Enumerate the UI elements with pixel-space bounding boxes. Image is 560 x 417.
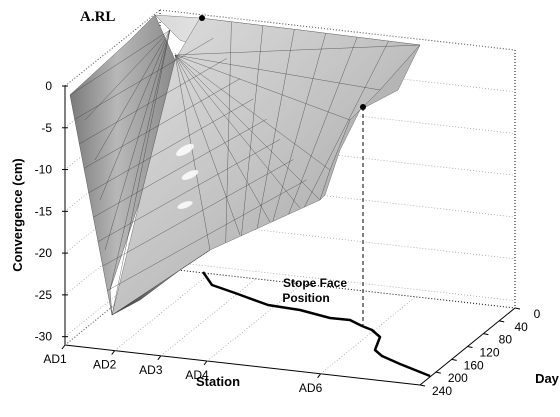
mesh-line — [83, 78, 241, 169]
z-tick-label: -15 — [35, 204, 53, 218]
x-axis-label: Station — [196, 374, 240, 389]
mesh-line — [174, 54, 211, 251]
mesh-line — [174, 54, 271, 223]
station-gridline — [320, 296, 416, 375]
mesh-line — [111, 29, 171, 316]
mesh-line — [272, 33, 326, 222]
mesh-line — [225, 21, 232, 243]
station-tick-mark — [111, 350, 116, 355]
z-gridline-back — [159, 260, 516, 301]
mesh-line — [256, 29, 295, 229]
y-axis-label: Day — [535, 371, 560, 386]
mesh-line — [174, 54, 321, 201]
station-tick-label: AD6 — [299, 381, 323, 395]
mesh-line — [241, 25, 264, 236]
day-tick-mark — [514, 307, 521, 310]
surface-mesh — [69, 21, 421, 316]
station-tick-label: AD3 — [139, 363, 163, 377]
z-tick-label: -25 — [35, 288, 53, 302]
station-tick-mark — [157, 355, 162, 361]
station-tick-label: AD2 — [93, 358, 117, 372]
mesh-line — [104, 29, 171, 251]
z-gridline-back — [159, 9, 516, 51]
station-gridline — [160, 278, 257, 357]
convergence-surface — [69, 14, 421, 316]
chart-title: A.RL — [80, 9, 115, 25]
mesh-line — [79, 58, 227, 145]
z-tick-label: -20 — [35, 246, 53, 260]
z-gridline-back — [159, 51, 516, 93]
annotation-line-1: Stope Face — [283, 276, 347, 290]
day-tick-mark — [451, 358, 457, 361]
day-tick-label: 40 — [514, 320, 528, 334]
day-tick-label: 80 — [499, 333, 513, 347]
station-tick-mark — [317, 373, 322, 379]
surface-trough — [111, 249, 211, 316]
z-gridline-back — [159, 218, 516, 260]
surface-highlights — [176, 143, 199, 209]
z-axis-label: Convergence (cm) — [10, 158, 25, 271]
mesh-line — [174, 54, 381, 91]
mesh-line — [174, 54, 301, 209]
z-tick-label: -30 — [35, 330, 53, 344]
mesh-line — [304, 41, 389, 208]
z-axis-ticks: 0 -5 -10 -15 -20 -25 -30 — [35, 79, 68, 344]
mesh-line — [288, 37, 358, 215]
z-tick-label: 0 — [45, 79, 52, 93]
day-tick-label: 240 — [432, 384, 452, 398]
mesh-line — [174, 44, 421, 56]
mesh-line — [174, 54, 331, 171]
z-tick-label: -5 — [41, 121, 52, 135]
z-tick-label: -10 — [35, 163, 53, 177]
mesh-line — [93, 118, 267, 218]
mesh-line — [74, 38, 214, 120]
z-gridline-left — [64, 260, 161, 337]
z-gridline-back — [159, 134, 516, 176]
z-gridline-back — [159, 93, 516, 134]
mesh-line — [94, 29, 171, 161]
mesh-line — [174, 54, 241, 236]
station-tick-label: AD4 — [185, 368, 209, 382]
day-tick-mark — [483, 333, 489, 336]
marker-right — [360, 104, 366, 110]
day-tick-label: 120 — [479, 346, 499, 360]
mesh-line — [88, 98, 254, 193]
mesh-line — [69, 29, 171, 96]
mesh-line — [107, 179, 307, 291]
z-gridline-left — [64, 9, 161, 87]
station-tick-label: AD1 — [43, 352, 67, 366]
annotation-line-2: Position — [282, 291, 329, 305]
day-tick-mark — [419, 384, 426, 387]
day-tick-label: 160 — [464, 358, 484, 372]
mesh-line — [174, 54, 351, 121]
station-axis-ticks: AD1 AD2 AD3 AD4 AD6 — [43, 344, 323, 395]
marker-top — [199, 15, 205, 21]
mesh-line — [99, 29, 171, 201]
day-tick-label: 200 — [448, 371, 468, 385]
day-tick-mark — [499, 320, 505, 323]
surface-right-face — [319, 44, 421, 201]
day-tick-mark — [435, 371, 441, 374]
day-tick-mark — [467, 346, 473, 348]
z-gridline-back — [159, 176, 516, 218]
station-tick-mark — [203, 360, 208, 366]
mesh-line — [109, 29, 171, 291]
station-tick-mark — [61, 344, 66, 350]
mesh-line — [102, 159, 294, 267]
day-tick-label: 0 — [534, 307, 541, 321]
stope-face-position-line — [201, 271, 431, 378]
